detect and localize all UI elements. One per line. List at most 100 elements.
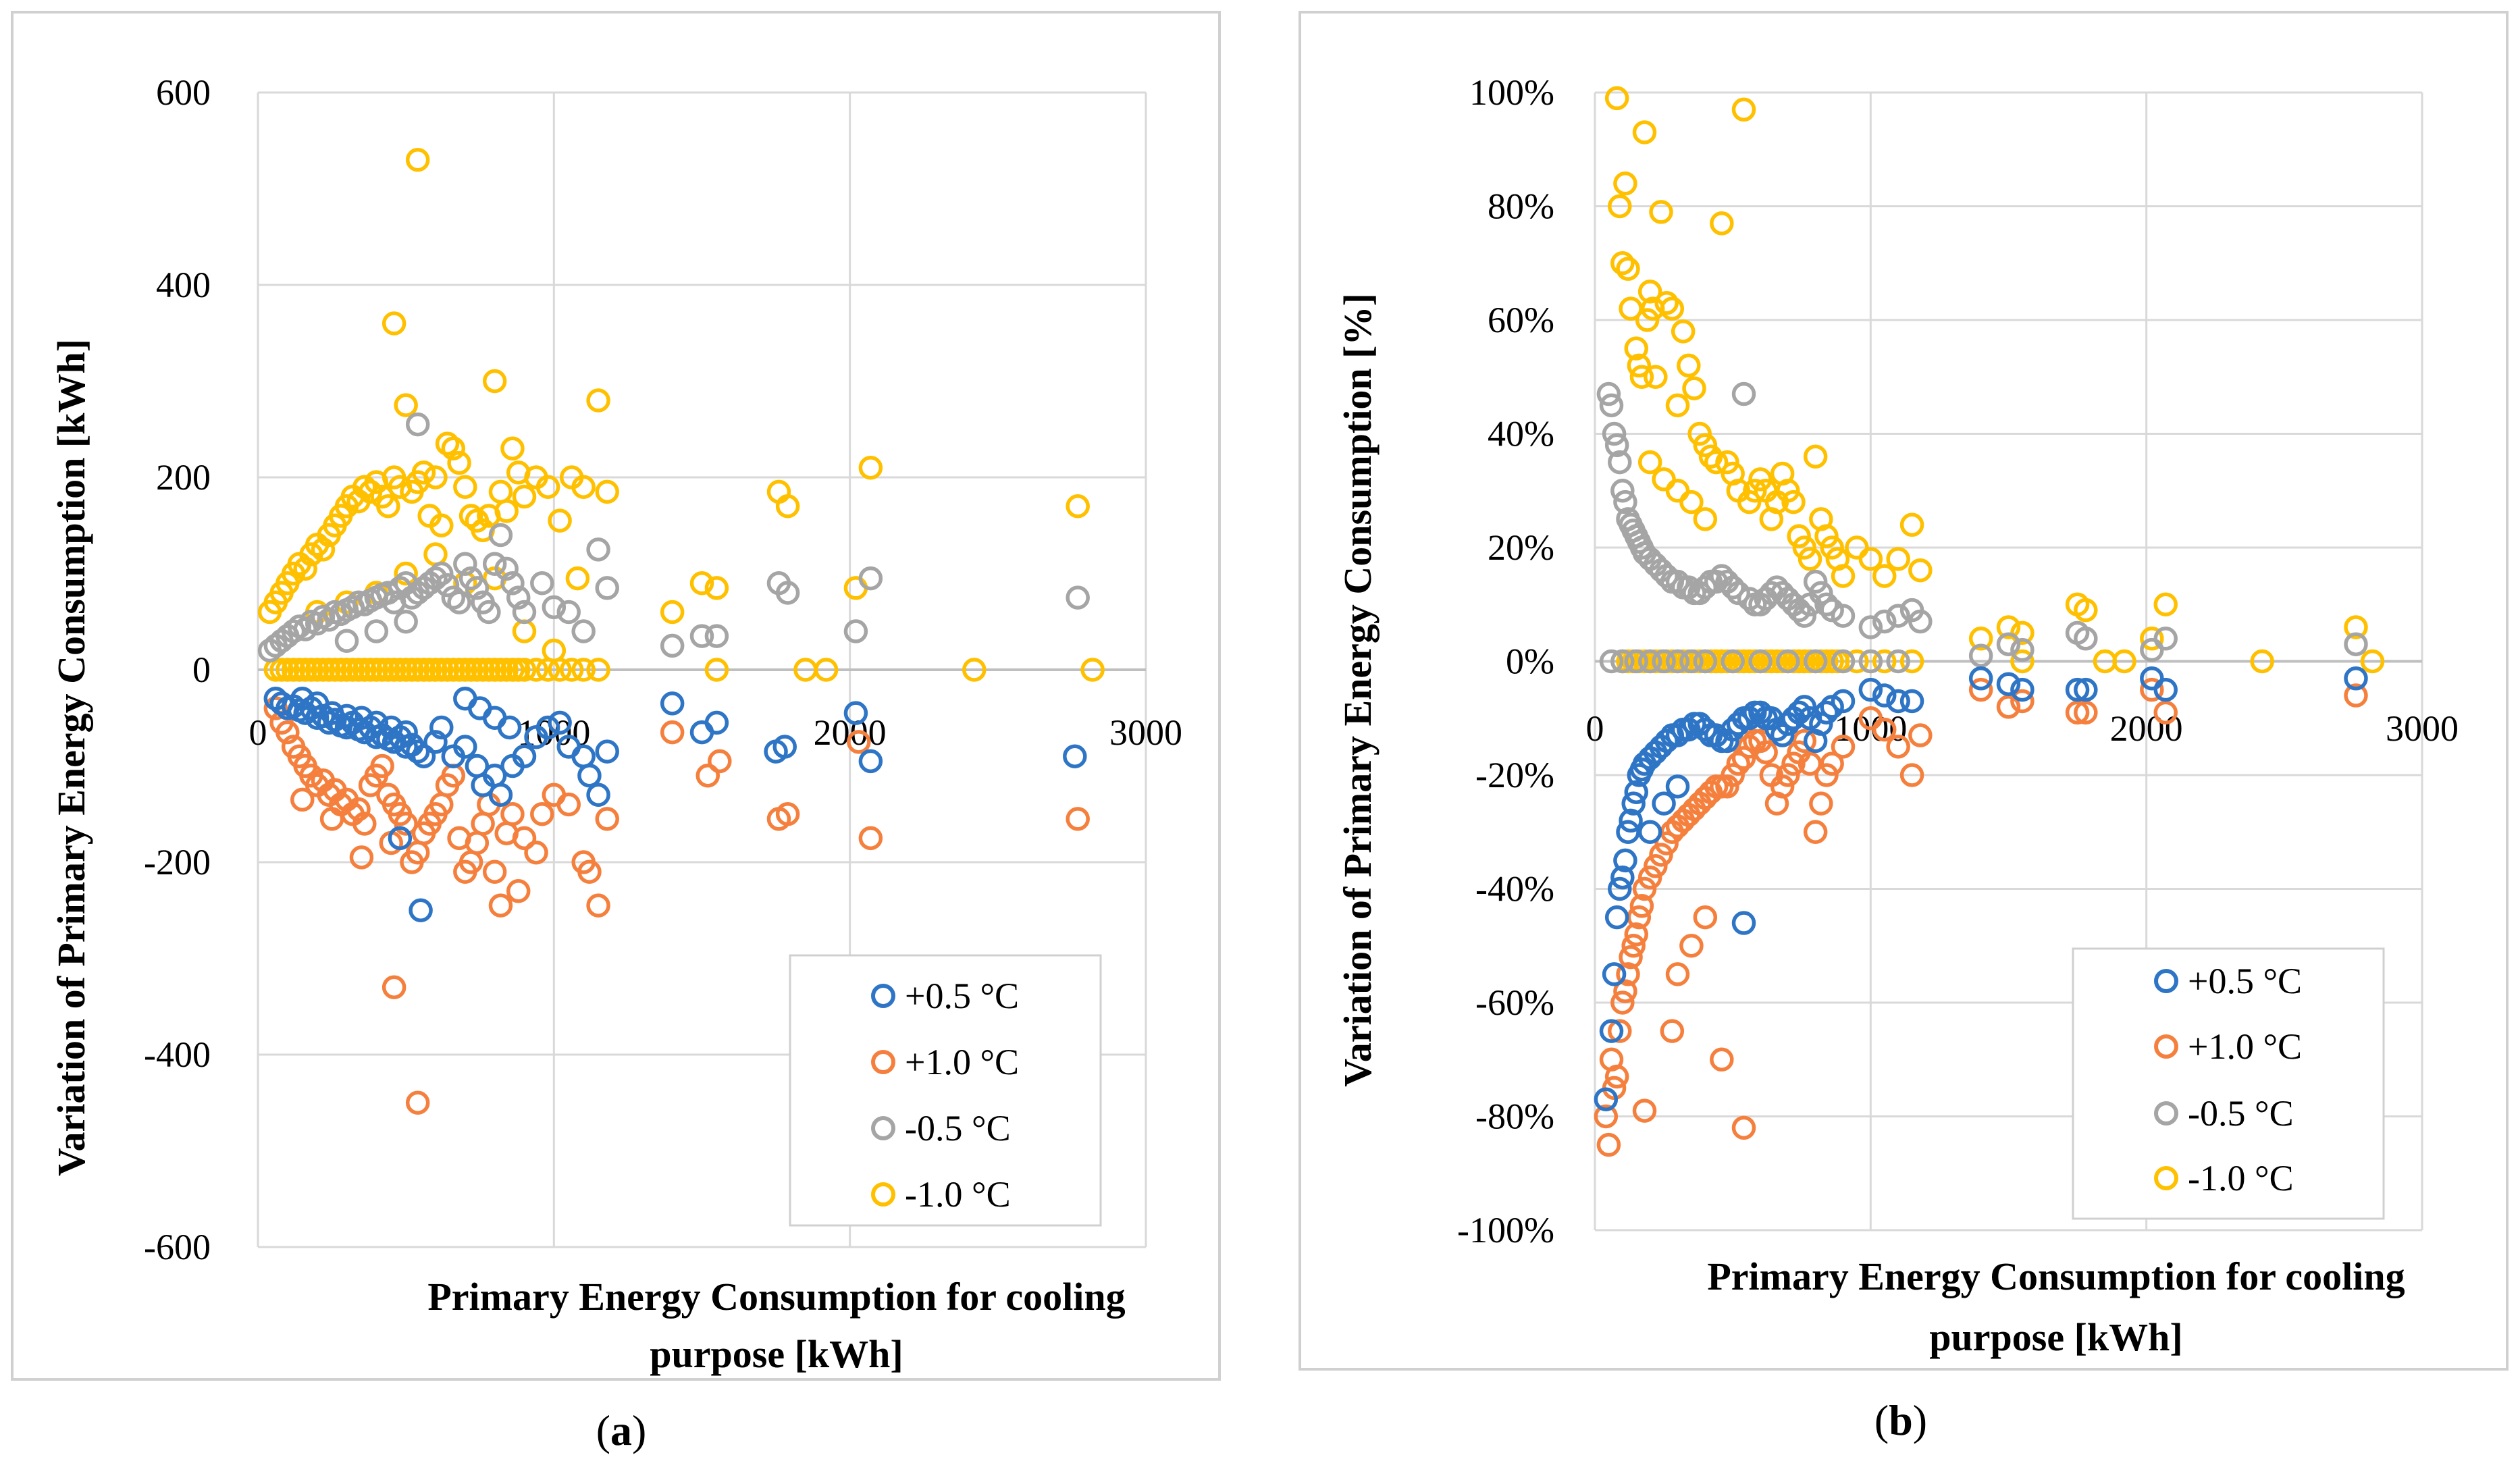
data-point [695, 764, 720, 788]
data-point [364, 710, 389, 735]
y-tick-label: 20% [1488, 527, 1554, 568]
data-point [1693, 433, 1718, 458]
data-point [1671, 319, 1696, 344]
y-tick-label: -200 [144, 842, 211, 882]
data-point [1649, 200, 1673, 224]
data-point [1066, 494, 1090, 519]
legend-label-minus10: -1.0 °C [2188, 1158, 2294, 1198]
data-point [1797, 547, 1822, 571]
panel-b-y-tick-labels: -100% -80% -60% -40% -20% 0% 20% 40% 60% 80% 100% [1457, 72, 1554, 1250]
data-point [1596, 381, 1621, 406]
data-point [1820, 535, 1844, 560]
data-point [1770, 723, 1795, 747]
data-point [1814, 524, 1839, 548]
data-point [1831, 604, 1856, 628]
data-point [1809, 581, 1833, 606]
data-point [1872, 564, 1897, 588]
data-point [843, 619, 868, 643]
series-plus10 [1594, 677, 2368, 1157]
data-point [1831, 689, 1856, 714]
data-point [1908, 723, 1933, 747]
data-point [1731, 1115, 1756, 1140]
panel-a-caption-letter: a [610, 1406, 632, 1454]
data-point [497, 715, 522, 740]
data-point [1627, 353, 1652, 378]
data-point [1613, 171, 1637, 196]
data-point [1899, 763, 1924, 787]
data-point [775, 494, 800, 519]
data-point [1644, 854, 1668, 878]
data-point [1996, 695, 2021, 719]
panel-b-points [1594, 86, 2385, 1157]
data-point [1996, 672, 2021, 696]
data-point [571, 658, 596, 682]
data-point [1624, 780, 1648, 805]
data-point [1604, 433, 1629, 458]
data-point [465, 576, 490, 600]
data-point [482, 859, 507, 884]
data-point [382, 975, 406, 999]
data-point [488, 783, 513, 807]
data-point [524, 658, 548, 682]
data-point [1608, 194, 1632, 219]
y-tick-label: 100% [1469, 72, 1554, 113]
data-point [1599, 649, 1624, 674]
data-point [382, 311, 406, 336]
panel-a-x-axis-title-line2: purpose [kWh] [650, 1332, 903, 1376]
data-point [405, 148, 430, 172]
data-point [2010, 637, 2035, 662]
y-tick-label: -60% [1475, 982, 1554, 1023]
data-point [411, 744, 436, 768]
data-point [1596, 1132, 1621, 1157]
data-point [962, 658, 987, 682]
data-point [1621, 934, 1646, 958]
data-point [1968, 677, 1993, 702]
data-point [275, 720, 300, 745]
legend-label-plus05: +0.5 °C [905, 976, 1019, 1016]
data-point [1899, 512, 1924, 537]
data-point [535, 715, 560, 740]
data-point [2074, 627, 2098, 651]
data-point [847, 730, 871, 754]
data-point [1809, 791, 1833, 816]
data-point [458, 504, 483, 528]
data-point [1063, 744, 1087, 768]
data-point [1721, 649, 1745, 674]
data-point [423, 730, 448, 754]
data-point [1635, 308, 1660, 332]
data-point [494, 556, 519, 581]
data-point [1968, 643, 1993, 668]
data-point [530, 571, 554, 596]
data-point [556, 792, 581, 817]
data-point [441, 585, 466, 610]
data-point [1803, 820, 1828, 844]
data-point [1710, 1047, 1734, 1071]
data-point [548, 508, 572, 533]
data-point [429, 715, 454, 740]
data-point [1908, 558, 1933, 583]
data-point [1616, 962, 1640, 986]
legend-label-plus10: +1.0 °C [2188, 1026, 2302, 1067]
data-point [535, 658, 560, 682]
data-point [453, 552, 477, 576]
data-point [1654, 831, 1679, 855]
data-point [858, 826, 883, 851]
data-point [1858, 677, 1883, 702]
data-point [1624, 922, 1648, 947]
y-tick-label: 200 [156, 457, 211, 498]
data-point [500, 802, 525, 826]
series-plus05 [263, 687, 1087, 922]
data-point [1872, 683, 1897, 708]
data-point [1610, 251, 1635, 275]
data-point [394, 720, 418, 745]
data-point [281, 619, 306, 643]
data-point [1665, 393, 1690, 418]
data-point [708, 749, 732, 774]
data-point [2010, 689, 2035, 714]
data-point [447, 450, 471, 475]
data-point [1792, 729, 1817, 753]
legend-marker-minus05 [2154, 1101, 2178, 1126]
data-point [1693, 905, 1718, 930]
data-point [376, 494, 400, 519]
